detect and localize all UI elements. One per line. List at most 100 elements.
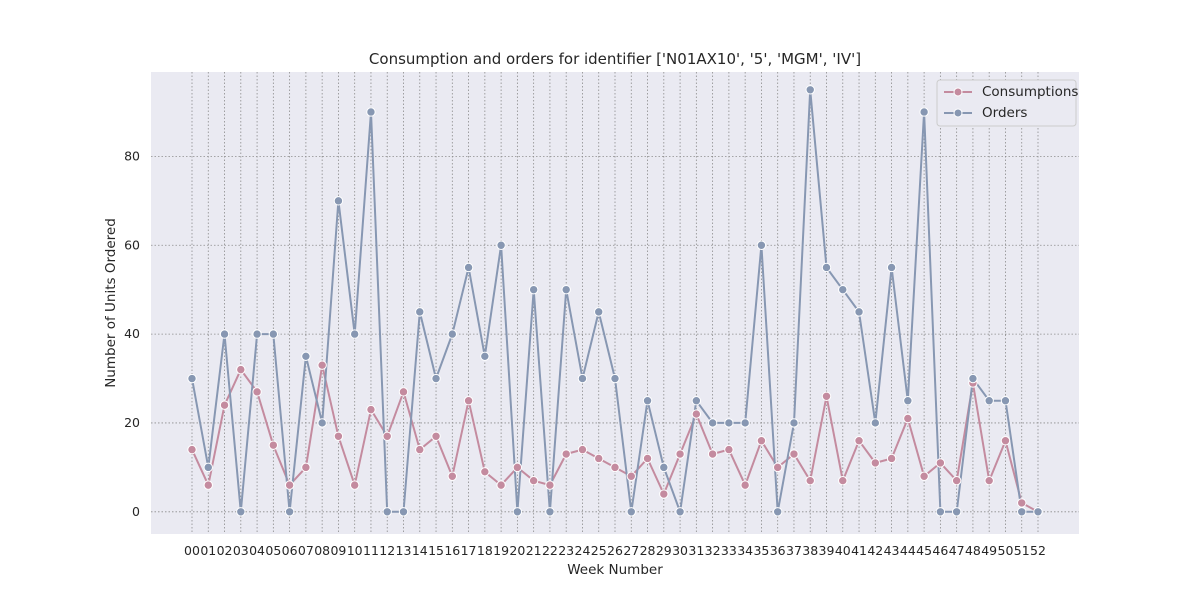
x-tick-label: 32 bbox=[705, 543, 721, 558]
x-tick-label: 36 bbox=[770, 543, 786, 558]
x-tick-label: 09 bbox=[330, 543, 346, 558]
data-point-orders bbox=[203, 462, 213, 473]
data-point-consumptions bbox=[561, 449, 571, 459]
data-point-orders bbox=[594, 307, 604, 317]
x-tick-label: 07 bbox=[298, 543, 314, 558]
data-point-orders bbox=[301, 351, 311, 362]
x-tick-label: 52 bbox=[1030, 543, 1046, 558]
data-point-consumptions bbox=[772, 462, 783, 473]
data-point-consumptions bbox=[935, 458, 946, 468]
x-tick-label: 30 bbox=[672, 543, 688, 558]
data-point-orders bbox=[642, 396, 653, 406]
data-point-consumptions bbox=[463, 396, 474, 406]
x-tick-label: 42 bbox=[867, 543, 883, 558]
data-point-orders bbox=[821, 262, 832, 273]
x-tick-label: 40 bbox=[835, 543, 851, 558]
y-tick-label: 20 bbox=[124, 415, 140, 430]
x-tick-label: 23 bbox=[558, 543, 574, 558]
x-tick-label: 18 bbox=[477, 543, 493, 558]
chart-title: Consumption and orders for identifier ['… bbox=[369, 50, 861, 68]
data-point-consumptions bbox=[919, 471, 929, 481]
legend-marker-orders bbox=[953, 108, 963, 118]
data-point-orders bbox=[447, 329, 458, 339]
x-tick-label: 10 bbox=[347, 543, 363, 558]
x-tick-label: 35 bbox=[753, 543, 769, 558]
legend: Consumptions Orders bbox=[936, 79, 1078, 127]
x-tick-label: 43 bbox=[884, 543, 900, 558]
x-tick-label: 03 bbox=[233, 543, 249, 558]
data-point-orders bbox=[236, 507, 246, 517]
x-tick-label: 05 bbox=[265, 543, 281, 558]
x-tick-label: 27 bbox=[623, 543, 639, 558]
x-tick-label: 14 bbox=[412, 543, 428, 558]
data-point-consumptions bbox=[789, 449, 799, 459]
x-tick-label: 51 bbox=[1014, 543, 1030, 558]
data-point-orders bbox=[219, 329, 230, 339]
data-point-orders bbox=[968, 373, 978, 384]
data-point-orders bbox=[610, 373, 620, 384]
data-point-consumptions bbox=[333, 431, 344, 441]
x-tick-label: 00 bbox=[184, 543, 200, 558]
x-tick-label: 19 bbox=[493, 543, 509, 558]
x-tick-label: 45 bbox=[916, 543, 932, 558]
data-point-consumptions bbox=[366, 404, 376, 415]
y-tick-label: 40 bbox=[124, 326, 140, 341]
data-point-orders bbox=[545, 507, 555, 517]
data-point-consumptions bbox=[724, 444, 734, 455]
data-point-orders bbox=[349, 329, 360, 339]
data-point-consumptions bbox=[545, 480, 555, 490]
data-point-orders bbox=[838, 284, 848, 295]
data-point-consumptions bbox=[1000, 436, 1011, 446]
x-tick-label: 34 bbox=[737, 543, 753, 558]
data-point-orders bbox=[935, 507, 946, 517]
data-point-orders bbox=[789, 418, 799, 428]
series-markers bbox=[187, 85, 1043, 517]
data-point-consumptions bbox=[659, 489, 669, 499]
data-point-consumptions bbox=[431, 431, 441, 441]
data-point-consumptions bbox=[1017, 498, 1027, 508]
data-point-consumptions bbox=[642, 453, 653, 464]
x-tick-label: 31 bbox=[688, 543, 704, 558]
x-tick-label: 08 bbox=[314, 543, 330, 558]
x-tick-label: 17 bbox=[461, 543, 477, 558]
data-point-consumptions bbox=[854, 436, 864, 446]
data-point-orders bbox=[561, 284, 571, 295]
data-point-consumptions bbox=[317, 360, 327, 370]
x-tick-label: 29 bbox=[656, 543, 672, 558]
x-tick-label: 20 bbox=[509, 543, 525, 558]
data-point-orders bbox=[415, 307, 425, 317]
data-point-consumptions bbox=[219, 400, 230, 410]
data-point-consumptions bbox=[610, 462, 620, 473]
data-point-consumptions bbox=[447, 471, 458, 481]
data-point-orders bbox=[984, 396, 994, 406]
x-tick-label: 11 bbox=[363, 543, 379, 558]
y-ticks: 0 20 40 60 80 bbox=[124, 148, 140, 518]
data-point-orders bbox=[252, 329, 262, 339]
data-point-orders bbox=[805, 85, 815, 95]
data-point-orders bbox=[366, 107, 376, 117]
x-tick-label: 06 bbox=[282, 543, 298, 558]
data-point-orders bbox=[854, 307, 864, 317]
x-axis-label: Week Number bbox=[567, 562, 663, 578]
data-point-consumptions bbox=[805, 475, 815, 486]
data-point-orders bbox=[398, 507, 409, 517]
data-point-consumptions bbox=[349, 480, 360, 490]
y-axis-label: Number of Units Ordered bbox=[103, 218, 119, 388]
data-point-consumptions bbox=[480, 467, 490, 477]
x-tick-label: 04 bbox=[249, 543, 265, 558]
data-point-orders bbox=[333, 196, 344, 206]
data-point-consumptions bbox=[740, 480, 750, 490]
data-point-consumptions bbox=[886, 453, 897, 464]
x-tick-label: 15 bbox=[428, 543, 444, 558]
data-point-orders bbox=[431, 373, 441, 384]
x-tick-label: 16 bbox=[444, 543, 460, 558]
x-tick-label: 48 bbox=[965, 543, 981, 558]
y-tick-label: 0 bbox=[132, 504, 140, 519]
legend-label-orders: Orders bbox=[982, 105, 1027, 121]
data-point-orders bbox=[951, 507, 962, 517]
data-point-orders bbox=[626, 507, 636, 517]
data-point-consumptions bbox=[675, 449, 685, 459]
data-point-orders bbox=[756, 240, 767, 250]
data-point-consumptions bbox=[415, 444, 425, 455]
